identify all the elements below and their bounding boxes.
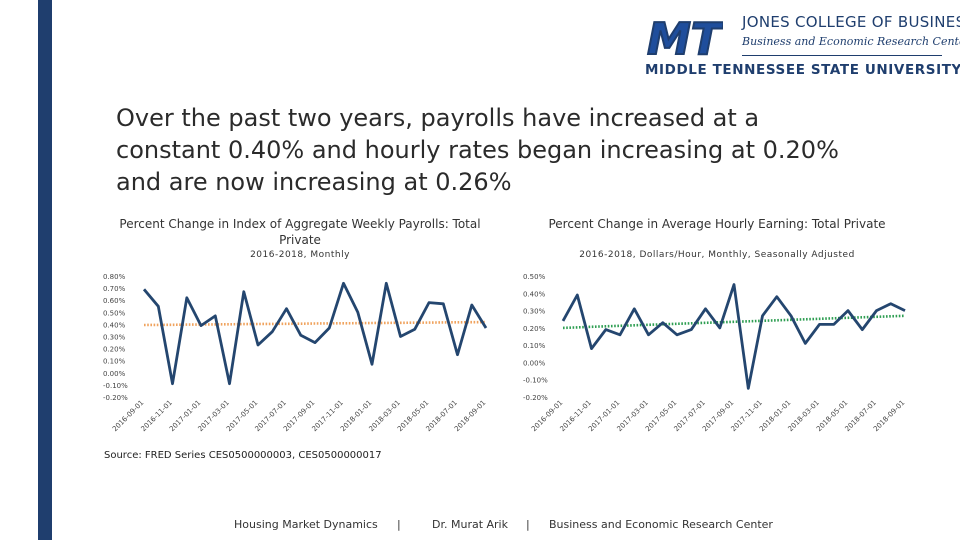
payrolls-y-tick-label: 0.00% — [103, 370, 126, 378]
left-accent-bar — [38, 0, 52, 540]
hourly-earnings-chart: Percent Change in Average Hourly Earning… — [512, 216, 922, 448]
payrolls-y-tick-label: 0.30% — [103, 334, 126, 342]
hourly-earnings-y-tick-label: -0.10% — [523, 377, 548, 385]
payrolls-chart-plot: 0.80% 0.70% 0.60% 0.50% 0.40% 0.30% 0.20% 0.10%… — [103, 273, 488, 433]
hourly-earnings-chart-title: Percent Change in Average Hourly Earning… — [548, 217, 886, 231]
footer-separator: | — [397, 518, 401, 531]
mt-logo-icon: MT — [646, 13, 723, 66]
payrolls-trend-line — [143, 320, 487, 327]
payrolls-y-tick-label: 0.40% — [103, 321, 126, 329]
hourly-earnings-y-tick-label: 0.50% — [523, 273, 546, 281]
payrolls-y-tick-label: -0.10% — [103, 382, 128, 390]
payrolls-chart-subtitle: 2016-2018, Monthly — [250, 250, 350, 260]
hourly-earnings-series-line — [561, 283, 906, 390]
payrolls-y-tick-label: 0.80% — [103, 273, 126, 281]
research-center-name: Business and Economic Research Center — [742, 35, 960, 48]
hourly-earnings-y-tick-label: -0.20% — [523, 394, 548, 402]
hourly-earnings-y-tick-label: 0.00% — [523, 359, 546, 367]
payrolls-y-tick-label: 0.60% — [103, 297, 126, 305]
payrolls-series-line — [142, 281, 488, 386]
hourly-earnings-y-tick-label: 0.10% — [523, 342, 546, 350]
payrolls-y-tick-label: 0.10% — [103, 358, 126, 366]
hourly-earnings-y-tick-label: 0.20% — [523, 325, 546, 333]
payrolls-y-tick-label: -0.20% — [103, 394, 128, 402]
footer-author: Dr. Murat Arik — [432, 518, 508, 531]
college-name: JONES COLLEGE OF BUSINESS — [742, 13, 960, 31]
footer-separator: | — [526, 518, 530, 531]
hourly-earnings-y-tick-label: 0.30% — [523, 308, 546, 316]
university-name: MIDDLE TENNESSEE STATE UNIVERSITY — [645, 62, 960, 78]
source-note: Source: FRED Series CES0500000003, CES05… — [104, 450, 382, 461]
payrolls-y-tick-label: 0.20% — [103, 346, 126, 354]
payrolls-y-tick-label: 0.50% — [103, 309, 126, 317]
university-logo: MT JONES COLLEGE OF BUSINESS Business an… — [645, 10, 960, 82]
logo-divider — [742, 55, 942, 56]
mt-logo-letters: MT — [647, 14, 723, 65]
hourly-earnings-trend-line — [562, 314, 906, 330]
payrolls-y-tick-label: 0.70% — [103, 285, 126, 293]
slide-headline: Over the past two years, payrolls have i… — [116, 104, 839, 196]
footer-organization: Business and Economic Research Center — [549, 518, 773, 531]
hourly-earnings-chart-plot: 0.50% 0.40% 0.30% 0.20% 0.10% 0.00% -0.10% -0.2… — [523, 273, 906, 433]
hourly-earnings-chart-subtitle: 2016-2018, Dollars/Hour, Monthly, Season… — [579, 250, 855, 260]
payrolls-chart-title: Percent Change in Index of Aggregate Wee… — [119, 217, 481, 247]
hourly-earnings-y-tick-label: 0.40% — [523, 290, 546, 298]
payrolls-chart: Percent Change in Index of Aggregate Wee… — [100, 216, 500, 448]
footer-presentation-title: Housing Market Dynamics — [234, 518, 378, 531]
